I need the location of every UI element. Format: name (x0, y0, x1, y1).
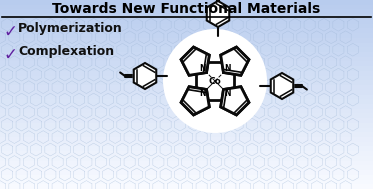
Polygon shape (271, 73, 293, 99)
Bar (0, 174, 373, 180)
Bar (0, 60, 373, 66)
Bar (0, 51, 373, 57)
Bar (0, 32, 373, 38)
Bar (0, 42, 373, 47)
Bar (0, 89, 373, 94)
Bar (0, 127, 373, 132)
Polygon shape (181, 47, 209, 75)
Bar (0, 141, 373, 146)
Bar (0, 155, 373, 161)
Polygon shape (181, 87, 209, 115)
Bar (0, 146, 373, 151)
Bar (0, 108, 373, 113)
Bar (0, 136, 373, 142)
Bar (0, 169, 373, 175)
Bar (0, 0, 373, 5)
Bar (0, 46, 373, 52)
Polygon shape (134, 63, 156, 89)
Text: ✓: ✓ (3, 46, 17, 64)
Polygon shape (221, 47, 249, 75)
Bar (0, 27, 373, 33)
Bar (0, 65, 373, 71)
Text: Complexation: Complexation (18, 45, 114, 58)
Bar (0, 179, 373, 184)
Bar (0, 160, 373, 165)
Text: Towards New Functional Materials: Towards New Functional Materials (52, 2, 320, 16)
Bar (0, 13, 373, 19)
Text: N: N (225, 89, 231, 98)
Bar (0, 79, 373, 85)
Bar (0, 103, 373, 109)
Polygon shape (181, 87, 209, 115)
Bar (0, 150, 373, 156)
Polygon shape (221, 87, 249, 115)
Bar (0, 183, 373, 189)
Text: Polymerization: Polymerization (18, 22, 123, 35)
Bar (0, 94, 373, 99)
Bar (0, 164, 373, 170)
Bar (0, 9, 373, 14)
Polygon shape (181, 47, 209, 75)
Bar (0, 98, 373, 104)
Bar (0, 117, 373, 123)
Text: N: N (199, 89, 206, 98)
Bar (0, 4, 373, 9)
Bar (0, 75, 373, 80)
Polygon shape (221, 87, 249, 115)
Bar (0, 18, 373, 24)
Text: ✓: ✓ (3, 23, 17, 41)
Polygon shape (221, 47, 249, 75)
Bar (0, 70, 373, 76)
Text: N: N (225, 64, 231, 73)
Circle shape (163, 29, 267, 133)
Polygon shape (207, 1, 229, 27)
Bar (0, 112, 373, 118)
Bar (0, 122, 373, 128)
Text: N: N (199, 64, 206, 73)
Bar (0, 131, 373, 137)
Bar (0, 56, 373, 61)
Bar (0, 37, 373, 43)
Text: Co: Co (209, 77, 221, 85)
Bar (0, 23, 373, 28)
Bar (0, 84, 373, 90)
